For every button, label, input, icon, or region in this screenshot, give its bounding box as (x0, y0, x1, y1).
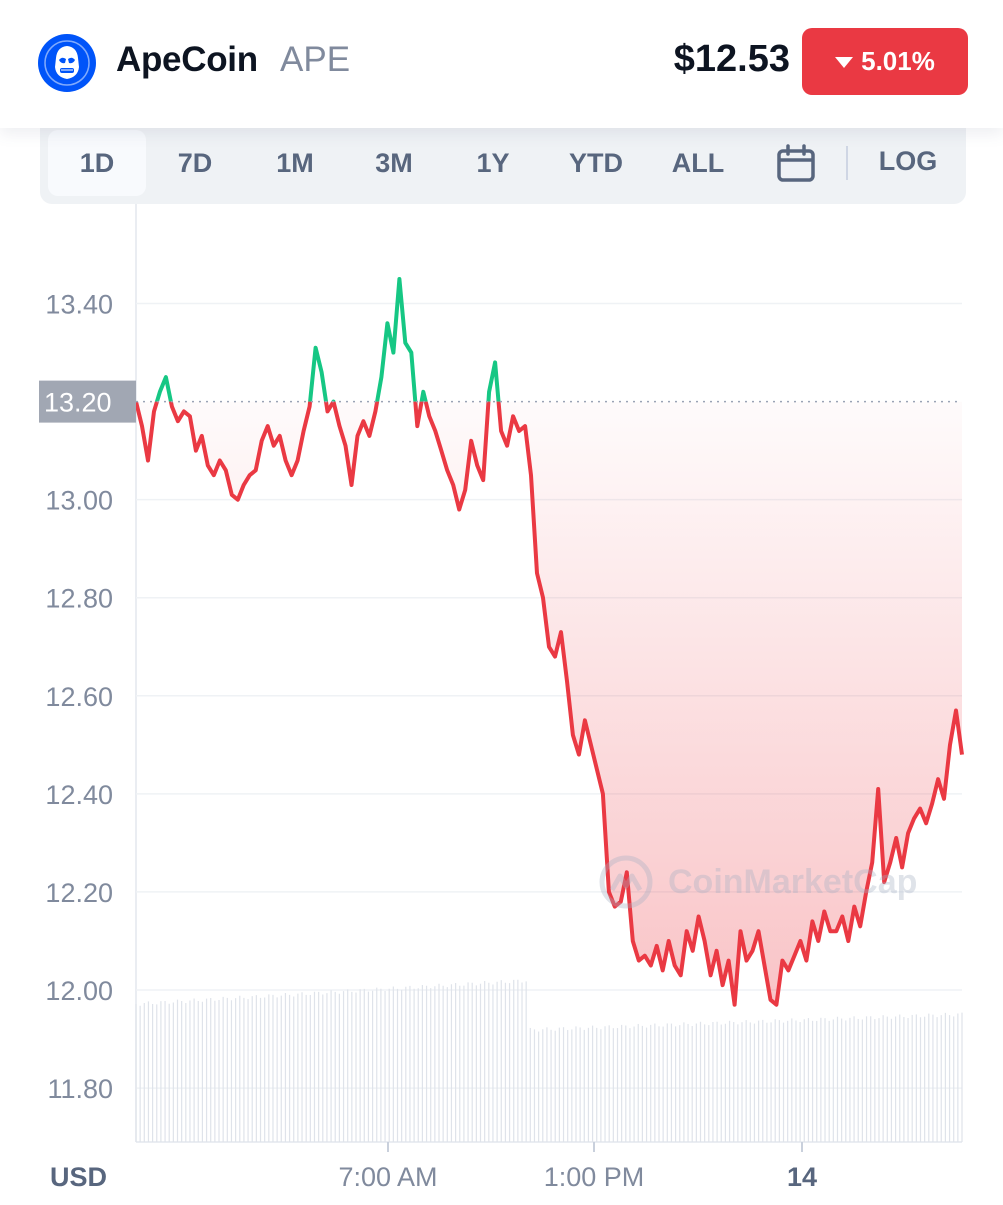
watermark-text: CoinMarketCap (668, 862, 918, 901)
coin-name: ApeCoin (116, 40, 258, 79)
open-price-label: 13.20 (44, 388, 112, 418)
calendar-icon[interactable] (776, 144, 816, 184)
price-chart: 13.20 13.40 13.00 12.80 12.60 12.40 12.20 12.0… (0, 204, 1003, 1200)
y-tick-label: 12.40 (45, 780, 113, 810)
y-tick-label: 12.60 (45, 682, 113, 712)
time-range-selector: 1D 7D 1M 3M 1Y YTD ALL LOG (40, 128, 966, 204)
below-open-fill (136, 401, 962, 1005)
y-tick-label: 12.20 (45, 878, 113, 908)
open-price-label-bg (39, 380, 136, 423)
x-tick-label: 14 (787, 1162, 817, 1192)
x-tick-label: 1:00 PM (544, 1162, 645, 1192)
x-tick-label: 7:00 AM (338, 1162, 437, 1192)
y-tick-label: 13.40 (45, 290, 113, 320)
range-1m-button[interactable]: 1M (276, 148, 314, 178)
range-1y-button[interactable]: 1Y (476, 148, 510, 178)
coin-header: ApeCoin APE $12.53 5.01% (0, 0, 1003, 128)
log-scale-button[interactable]: LOG (878, 146, 938, 176)
range-all-button[interactable]: ALL (671, 148, 725, 178)
apecoin-logo-icon (38, 34, 96, 92)
triangle-down-icon (835, 57, 854, 68)
watermark: CoinMarketCap (598, 854, 917, 910)
range-ytd-button[interactable]: YTD (569, 148, 623, 178)
range-divider (846, 146, 848, 180)
range-7d-button[interactable]: 7D (177, 148, 213, 178)
currency-label: USD (50, 1162, 107, 1192)
price-chart-svg: 13.20 13.40 13.00 12.80 12.60 12.40 12.20 12.0… (39, 204, 964, 1192)
price-line-down (134, 401, 964, 1007)
y-tick-label: 11.80 (47, 1074, 113, 1104)
price-change-badge: 5.01% (802, 28, 968, 95)
coin-symbol: APE (280, 40, 351, 79)
y-tick-label: 13.00 (45, 486, 113, 516)
range-3m-button[interactable]: 3M (375, 148, 413, 178)
range-1d-button[interactable]: 1D (48, 130, 146, 196)
coinmarketcap-logo-icon (599, 855, 653, 909)
y-tick-label: 12.00 (45, 976, 113, 1006)
current-price: $12.53 (673, 38, 790, 80)
price-change-value: 5.01% (861, 46, 935, 76)
y-tick-label: 12.80 (45, 584, 113, 614)
